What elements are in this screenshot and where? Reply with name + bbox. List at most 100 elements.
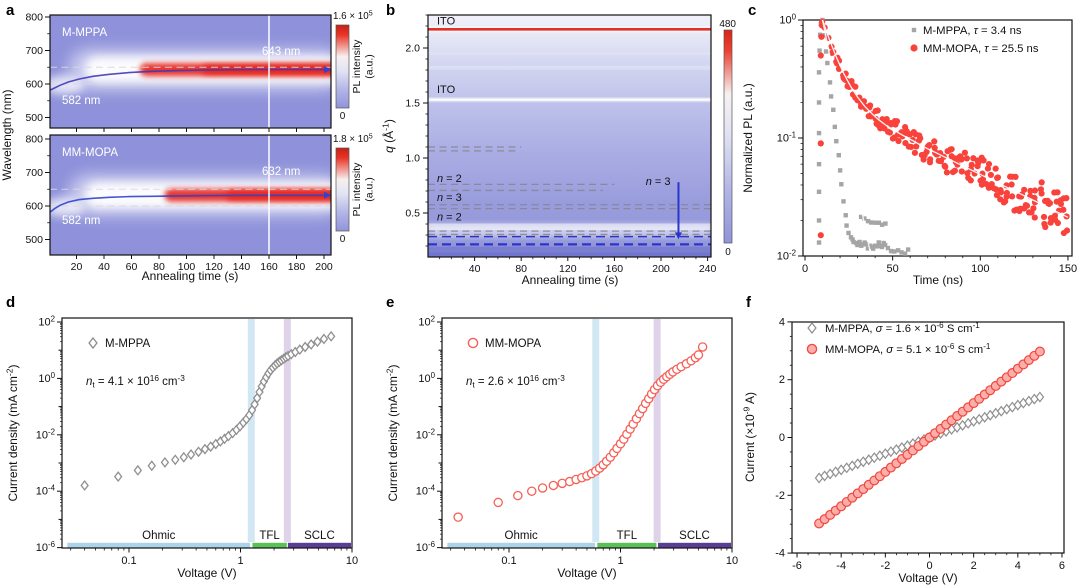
svg-text:Time (ns): Time (ns)	[913, 273, 963, 287]
svg-text:10-2: 10-2	[36, 427, 55, 441]
svg-text:700: 700	[25, 45, 43, 57]
svg-text:PL intensity: PL intensity	[351, 39, 363, 94]
svg-text:600: 600	[25, 79, 43, 91]
svg-text:1.8 × 105: 1.8 × 105	[333, 132, 373, 145]
svg-text:40: 40	[98, 261, 110, 273]
svg-text:ITO: ITO	[437, 84, 456, 96]
svg-text:M-MPPA, τ = 3.4 ns: M-MPPA, τ = 3.4 ns	[923, 25, 1022, 37]
svg-text:480: 480	[719, 19, 736, 30]
svg-text:500: 500	[25, 234, 43, 246]
svg-text:160: 160	[606, 263, 624, 275]
panel-b-giwaxs-heatmap: ITO ITO n = 2 n = 3 n = 2 n = 3 40 80 120 160 200 2…	[381, 14, 736, 287]
svg-text:PL intensity: PL intensity	[351, 162, 363, 217]
svg-text:n = 2: n = 2	[437, 173, 462, 185]
series-M-MPPA	[80, 330, 336, 491]
svg-text:M-MPPA, σ = 1.6 × 10-6 S cm-1: M-MPPA, σ = 1.6 × 10-6 S cm-1	[825, 321, 980, 335]
svg-text:n = 2: n = 2	[437, 211, 462, 223]
svg-text:1.6 × 105: 1.6 × 105	[333, 9, 373, 22]
svg-text:SCLC: SCLC	[304, 530, 335, 542]
svg-text:-4: -4	[775, 548, 785, 560]
svg-text:M-MPPA: M-MPPA	[105, 338, 150, 350]
svg-text:150: 150	[1059, 263, 1077, 275]
svg-text:10-2: 10-2	[777, 249, 796, 263]
svg-text:0: 0	[926, 560, 932, 572]
svg-text:10-6: 10-6	[416, 540, 436, 554]
svg-text:10-2: 10-2	[416, 427, 435, 441]
svg-text:0: 0	[779, 432, 785, 444]
series-mm-mopa	[814, 346, 1045, 529]
svg-text:MM-MOPA, σ = 5.1 × 10-6 S cm-1: MM-MOPA, σ = 5.1 × 10-6 S cm-1	[825, 342, 991, 356]
svg-text:0: 0	[725, 247, 731, 258]
svg-text:ITO: ITO	[437, 16, 456, 28]
svg-text:MM-MOPA, τ = 25.5 ns: MM-MOPA, τ = 25.5 ns	[923, 43, 1039, 55]
giwaxs-map: ITO ITO n = 2 n = 3 n = 2 n = 3	[428, 15, 711, 257]
series-m-mppa	[816, 17, 911, 256]
series-mm-mopa	[817, 18, 1071, 239]
svg-text:-2: -2	[880, 560, 890, 572]
svg-text:Annealing time (s): Annealing time (s)	[142, 269, 239, 283]
svg-text:582 nm: 582 nm	[62, 215, 100, 227]
panel-letter-e: e	[386, 294, 395, 311]
svg-text:nt = 4.1 × 1016 cm-3: nt = 4.1 × 1016 cm-3	[86, 373, 185, 390]
svg-text:(a.u.): (a.u.)	[364, 177, 376, 202]
panel-d-sclc-mmppa: Ohmic TFL SCLC 0.1 1 10 10-6 10-4 10-2 100 102 M-MP…	[5, 315, 358, 580]
svg-text:102: 102	[38, 315, 55, 329]
svg-text:Ohmic: Ohmic	[505, 530, 538, 542]
svg-text:0.1: 0.1	[121, 555, 136, 567]
svg-text:-4: -4	[836, 560, 846, 572]
svg-text:TFL: TFL	[617, 530, 638, 542]
svg-text:1: 1	[617, 555, 623, 567]
svg-text:0: 0	[340, 111, 346, 122]
svg-text:Voltage (V): Voltage (V)	[898, 571, 957, 585]
svg-text:0: 0	[802, 263, 808, 275]
svg-text:643 nm: 643 nm	[262, 46, 300, 58]
svg-text:Current density (mA cm-2): Current density (mA cm-2)	[5, 364, 20, 501]
svg-text:800: 800	[25, 134, 43, 146]
svg-text:q (Å-1): q (Å-1)	[381, 119, 396, 153]
svg-text:SCLC: SCLC	[679, 530, 710, 542]
svg-text:180: 180	[288, 261, 306, 273]
svg-text:2: 2	[779, 374, 785, 386]
svg-text:Voltage (V): Voltage (V)	[557, 566, 616, 580]
series-MM-MOPA	[453, 342, 708, 522]
svg-text:100: 100	[38, 371, 55, 385]
svg-text:100: 100	[971, 263, 989, 275]
svg-text:Annealing time (s): Annealing time (s)	[522, 273, 619, 287]
svg-text:0.1: 0.1	[501, 555, 516, 567]
svg-text:Ohmic: Ohmic	[142, 530, 175, 542]
svg-text:0: 0	[340, 234, 346, 245]
svg-text:100: 100	[178, 261, 196, 273]
svg-text:4: 4	[779, 316, 785, 328]
svg-text:160: 160	[260, 261, 278, 273]
svg-text:2.0: 2.0	[405, 43, 420, 55]
svg-text:0.5: 0.5	[405, 208, 420, 220]
svg-text:60: 60	[126, 261, 138, 273]
svg-text:10-1: 10-1	[777, 131, 796, 145]
svg-text:10-4: 10-4	[416, 484, 436, 498]
svg-text:2: 2	[971, 560, 977, 572]
heatmap-MM-MOPA: MM-MOPA 632 nm 582 nm	[50, 135, 331, 255]
panel-letter-f: f	[746, 294, 751, 311]
svg-text:nt = 2.6 × 1016 cm-3: nt = 2.6 × 1016 cm-3	[466, 373, 565, 390]
svg-text:10: 10	[346, 555, 358, 567]
svg-text:(a.u.): (a.u.)	[364, 54, 376, 79]
svg-text:M-MPPA: M-MPPA	[62, 27, 107, 39]
svg-text:80: 80	[515, 263, 527, 275]
svg-text:700: 700	[25, 167, 43, 179]
svg-text:MM-MOPA: MM-MOPA	[485, 338, 541, 350]
svg-text:100: 100	[418, 371, 435, 385]
svg-text:10-4: 10-4	[36, 484, 56, 498]
svg-text:40: 40	[469, 263, 481, 275]
svg-text:20: 20	[71, 261, 83, 273]
svg-text:200: 200	[652, 263, 670, 275]
svg-text:4: 4	[1015, 560, 1021, 572]
svg-text:600: 600	[25, 201, 43, 213]
svg-text:120: 120	[205, 261, 223, 273]
svg-text:582 nm: 582 nm	[62, 95, 100, 107]
panel-f-conductivity: -6 -4 -2 0 2 4 6 -4 -2 0 2 4 M-MPPA, σ = 1.6 × 10-6 …	[742, 316, 1065, 585]
svg-text:1: 1	[237, 555, 243, 567]
svg-text:-2: -2	[775, 490, 785, 502]
svg-text:10: 10	[726, 555, 738, 567]
